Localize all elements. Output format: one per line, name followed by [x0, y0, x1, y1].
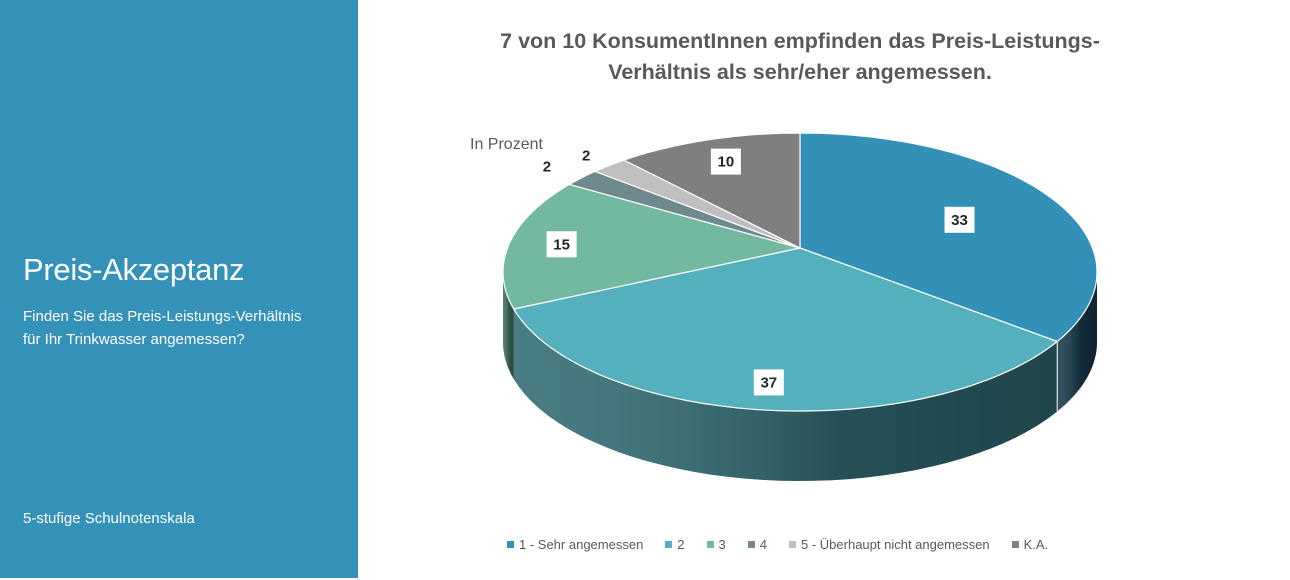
legend-swatch-5 — [1011, 541, 1019, 548]
unit-label: In Prozent — [470, 136, 543, 153]
data-label-box-2 — [546, 231, 577, 258]
legend-label-1: 2 — [677, 537, 685, 552]
pie-tops — [502, 132, 1098, 412]
pie-side-shade-1 — [513, 309, 1058, 481]
pie-slice-0 — [799, 132, 1098, 343]
pie-side-shade-0 — [1057, 272, 1097, 412]
chart-title: 7 von 10 KonsumentInnen empfinden das Pr… — [500, 29, 1100, 84]
pie-slice-3 — [568, 170, 801, 249]
legend-item-3: 4 — [747, 537, 767, 552]
data-label-5: 10 — [710, 148, 741, 175]
legend-item-2: 3 — [706, 537, 726, 552]
legend-label-4: 5 - Überhaupt nicht angemessen — [801, 537, 990, 552]
data-label-text-4: 2 — [582, 148, 590, 165]
data-label-box-1 — [753, 369, 784, 396]
survey-question: Finden Sie das Preis-Leistungs-Verhältni… — [23, 308, 302, 348]
pie-slice-4 — [594, 159, 801, 249]
data-label-2: 15 — [546, 231, 577, 258]
legend-swatch-2 — [706, 541, 714, 548]
data-label-3: 2 — [543, 158, 551, 175]
legend-item-4: 5 - Überhaupt nicht angemessen — [789, 537, 990, 552]
pie-sides — [503, 272, 1097, 481]
legend-label-5: K.A. — [1023, 537, 1049, 552]
data-label-box-0 — [944, 206, 975, 233]
data-label-box-5 — [710, 148, 741, 175]
pie-slice-1 — [513, 247, 1058, 412]
data-label-text-2: 15 — [553, 236, 570, 253]
slide-title: Preis-Akzeptanz — [23, 252, 245, 287]
data-label-text-0: 33 — [951, 212, 968, 229]
legend-item-0: 1 - Sehr angemessen — [507, 537, 643, 552]
data-label-1: 37 — [753, 369, 784, 396]
data-label-text-1: 37 — [760, 374, 777, 391]
data-label-text-5: 10 — [718, 154, 735, 171]
legend-swatch-3 — [747, 541, 755, 548]
pie-slice-5 — [623, 132, 801, 249]
legend-label-3: 4 — [759, 537, 767, 552]
legend-label-2: 3 — [718, 537, 726, 552]
legend-swatch-1 — [665, 541, 673, 548]
pie-slice-2 — [502, 183, 801, 310]
side-panel: Preis-Akzeptanz Finden Sie das Preis-Lei… — [0, 0, 358, 578]
data-label-0: 33 — [944, 206, 975, 233]
legend-item-5: K.A. — [1011, 537, 1049, 552]
legend-swatch-4 — [789, 541, 796, 548]
legend-swatch-0 — [507, 541, 514, 548]
legend-label-0: 1 - Sehr angemessen — [519, 537, 644, 552]
legend-item-1: 2 — [665, 537, 685, 552]
pie-side-shade-2 — [503, 272, 514, 379]
pie-labels: 33 37 15 2 2 10 — [543, 148, 975, 396]
legend: 1 - Sehr angemessen 2 3 4 5 - Überhaupt nich… — [507, 537, 1048, 552]
scale-note: 5-stufige Schulnotenskala — [23, 510, 195, 527]
data-label-4: 2 — [582, 148, 590, 165]
data-label-text-3: 2 — [543, 158, 551, 175]
